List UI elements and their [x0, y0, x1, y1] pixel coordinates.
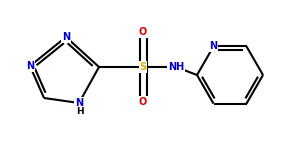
Text: N: N — [26, 61, 34, 71]
Text: N: N — [209, 41, 218, 51]
Text: O: O — [139, 27, 147, 37]
Text: N: N — [62, 32, 70, 42]
Text: S: S — [139, 62, 146, 72]
Text: O: O — [139, 97, 147, 107]
Text: N: N — [75, 98, 83, 108]
Text: NH: NH — [168, 62, 184, 72]
Text: H: H — [76, 108, 84, 116]
